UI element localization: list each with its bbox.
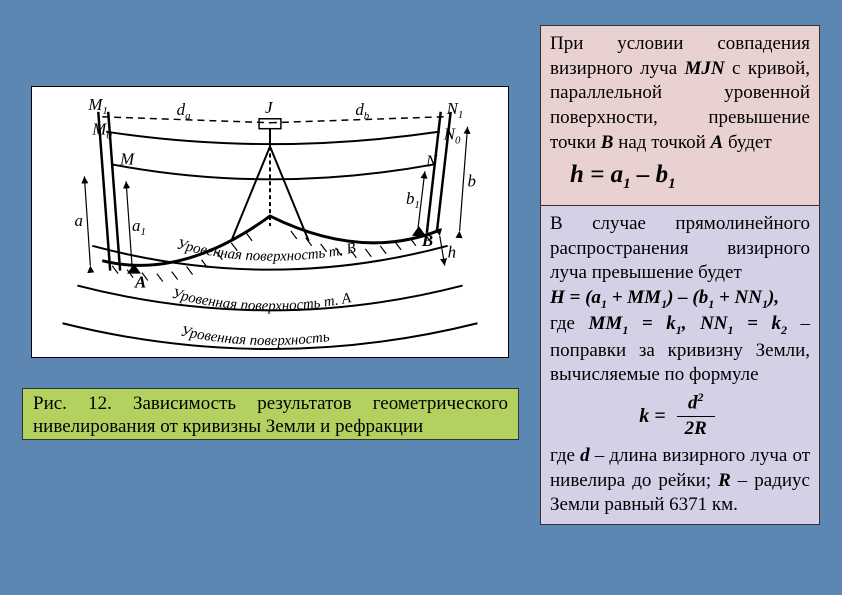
formula-h: h = a1 – b1 bbox=[550, 155, 810, 199]
right-column: При условии совпадения визирного луча MJ… bbox=[540, 25, 820, 525]
pink-text-4: будет bbox=[723, 132, 771, 153]
pink-box: При условии совпадения визирного луча MJ… bbox=[540, 25, 820, 206]
svg-text:b: b bbox=[468, 171, 476, 190]
svg-text:M1: M1 bbox=[87, 95, 107, 117]
svg-text:a1: a1 bbox=[132, 216, 146, 238]
svg-text:db: db bbox=[355, 100, 369, 122]
figure-diagram: M1 M0 M J N1 N0 N da db a a1 b b1 A B h … bbox=[31, 86, 509, 358]
svg-text:J: J bbox=[265, 98, 274, 117]
svg-text:M: M bbox=[119, 149, 135, 168]
formula-H: H = (a1 + MM1) – (b1 + NN1), bbox=[550, 286, 810, 312]
lilac-box: В случае прямолинейного распространения … bbox=[540, 206, 820, 525]
svg-text:B: B bbox=[421, 231, 433, 250]
lilac-text-3: где d – длина визирного луча от нивелира… bbox=[550, 444, 810, 518]
lilac-text-1: В случае прямолинейного распространения … bbox=[550, 212, 810, 286]
pink-B: B bbox=[601, 132, 614, 153]
pink-A: A bbox=[711, 132, 724, 153]
formula-k: k = d2 2R bbox=[550, 388, 810, 444]
svg-text:da: da bbox=[177, 100, 191, 122]
pink-text-3: над точкой bbox=[613, 132, 710, 153]
caption-text: Рис. 12. Зависимость результатов геометр… bbox=[33, 393, 508, 437]
svg-text:N: N bbox=[425, 151, 439, 170]
svg-text:N1: N1 bbox=[446, 99, 464, 121]
pink-mjn: MJN bbox=[685, 58, 725, 79]
leveling-diagram-svg: M1 M0 M J N1 N0 N da db a a1 b b1 A B h … bbox=[32, 87, 508, 357]
svg-text:Уровенная поверхность: Уровенная поверхность bbox=[179, 324, 331, 350]
svg-text:N0: N0 bbox=[443, 125, 461, 147]
svg-text:Уровенная поверхность т. A: Уровенная поверхность т. A bbox=[170, 286, 353, 314]
figure-caption: Рис. 12. Зависимость результатов геометр… bbox=[22, 388, 519, 440]
lilac-text-2: где MM1 = k1, NN1 = k2 – поправки за кри… bbox=[550, 312, 810, 388]
svg-text:A: A bbox=[134, 273, 146, 292]
svg-text:a: a bbox=[74, 211, 82, 230]
svg-text:h: h bbox=[448, 243, 456, 262]
svg-text:b1: b1 bbox=[406, 189, 420, 211]
